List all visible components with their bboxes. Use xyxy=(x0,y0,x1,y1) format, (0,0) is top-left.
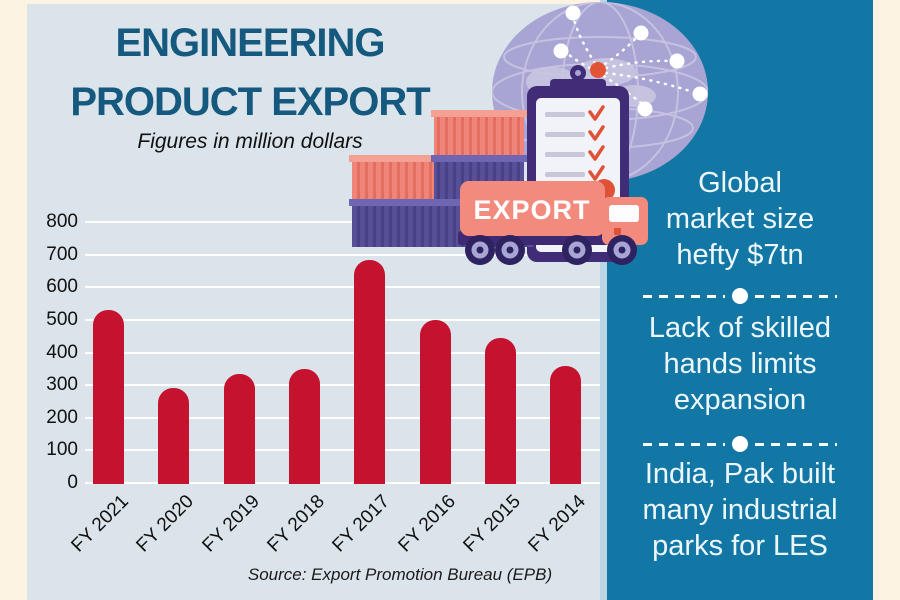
divider-dash xyxy=(755,294,837,298)
x-tick-label: FY 2021 xyxy=(67,491,133,557)
bar-fy-2018 xyxy=(288,368,320,484)
dashed-divider-icon xyxy=(643,288,837,304)
x-tick-label: FY 2019 xyxy=(198,491,264,557)
bar-fy-2015 xyxy=(484,337,516,484)
export-illustration: EXPORT xyxy=(349,2,708,265)
fact-skilled-hands: Lack of skilled hands limits expansion xyxy=(648,312,832,416)
chart-units-note: Figures in million dollars xyxy=(137,130,363,153)
network-icon xyxy=(553,5,708,117)
gridline-0 xyxy=(85,482,600,484)
export-truck-icon: EXPORT xyxy=(458,179,648,265)
y-tick-label: 400 xyxy=(46,341,78,363)
y-tick-label: 0 xyxy=(67,472,78,493)
y-tick-label: 200 xyxy=(46,406,78,428)
gridline-400 xyxy=(85,351,600,354)
x-tick-label: FY 2014 xyxy=(524,491,590,557)
y-tick-label: 500 xyxy=(46,308,78,330)
bar-fy-2017 xyxy=(353,259,385,484)
gridline-100 xyxy=(85,449,600,452)
y-tick-label: 300 xyxy=(46,374,78,396)
y-tick-label: 100 xyxy=(46,439,78,461)
gridline-600 xyxy=(85,286,600,289)
network-hub-dot xyxy=(590,62,606,78)
x-tick-label: FY 2016 xyxy=(394,491,460,557)
divider-dot-icon xyxy=(732,436,748,452)
x-tick-label: FY 2017 xyxy=(328,491,394,557)
gridline-800 xyxy=(85,221,600,223)
gridline-300 xyxy=(85,384,600,387)
bar-fy-2014 xyxy=(549,365,581,484)
x-tick-label: FY 2018 xyxy=(263,491,329,557)
truck-wheels xyxy=(465,235,637,265)
bar-fy-2021 xyxy=(92,310,124,484)
network-node-dots xyxy=(553,5,708,117)
dashed-divider-icon xyxy=(643,436,837,452)
gridline-500 xyxy=(85,318,600,321)
export-truck-label: EXPORT xyxy=(473,195,590,225)
x-tick-label: FY 2015 xyxy=(459,491,525,557)
gridline-700 xyxy=(85,253,600,256)
fact-industrial-parks: India, Pak built many industrial parks f… xyxy=(642,458,838,562)
bar-fy-2020 xyxy=(157,388,189,484)
fact-global-market-size: Global market size hefty $7tn xyxy=(665,167,815,271)
y-tick-label: 600 xyxy=(46,276,78,298)
divider-dot-icon xyxy=(732,288,748,304)
y-tick-label: 700 xyxy=(46,243,78,265)
divider-dash xyxy=(643,294,725,298)
divider-dash xyxy=(755,442,837,446)
source-note: Source: Export Promotion Bureau (EPB) xyxy=(247,565,553,584)
bar-fy-2019 xyxy=(223,373,255,484)
bar-fy-2016 xyxy=(419,319,451,484)
panel-divider xyxy=(600,0,607,600)
page-title: ENGINEERING PRODUCT EXPORT xyxy=(70,21,430,124)
gridline-200 xyxy=(85,416,600,419)
divider-dash xyxy=(643,442,725,446)
x-tick-label: FY 2020 xyxy=(132,491,198,557)
y-tick-label: 800 xyxy=(46,211,78,232)
